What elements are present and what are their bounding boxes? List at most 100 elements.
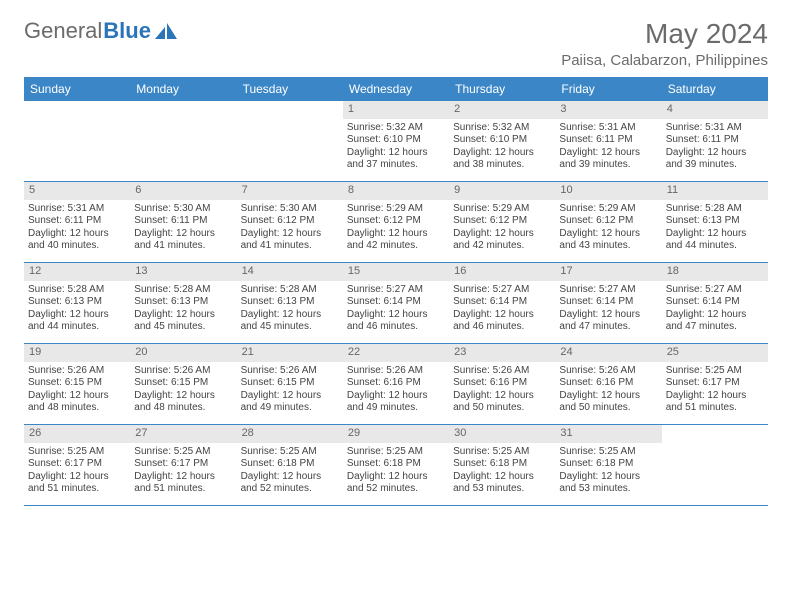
- sunset-text: Sunset: 6:13 PM: [134, 296, 232, 309]
- sunset-text: Sunset: 6:11 PM: [559, 134, 657, 147]
- sunrise-text: Sunrise: 5:25 AM: [453, 446, 551, 459]
- daylight-text: and 51 minutes.: [134, 483, 232, 496]
- day-cell: 14Sunrise: 5:28 AMSunset: 6:13 PMDayligh…: [237, 263, 343, 343]
- day-number: 25: [662, 344, 768, 362]
- sunset-text: Sunset: 6:18 PM: [347, 458, 445, 471]
- sunset-text: Sunset: 6:11 PM: [28, 215, 126, 228]
- daylight-text: Daylight: 12 hours: [453, 228, 551, 241]
- sunset-text: Sunset: 6:12 PM: [347, 215, 445, 228]
- sunset-text: Sunset: 6:13 PM: [666, 215, 764, 228]
- daylight-text: Daylight: 12 hours: [28, 471, 126, 484]
- day-number: 19: [24, 344, 130, 362]
- sunrise-text: Sunrise: 5:26 AM: [453, 365, 551, 378]
- daylight-text: and 51 minutes.: [28, 483, 126, 496]
- day-number: 2: [449, 101, 555, 119]
- daylight-text: Daylight: 12 hours: [241, 309, 339, 322]
- day-cell: 29Sunrise: 5:25 AMSunset: 6:18 PMDayligh…: [343, 425, 449, 505]
- day-cell: 12Sunrise: 5:28 AMSunset: 6:13 PMDayligh…: [24, 263, 130, 343]
- daylight-text: and 41 minutes.: [134, 240, 232, 253]
- day-cell: 18Sunrise: 5:27 AMSunset: 6:14 PMDayligh…: [662, 263, 768, 343]
- daylight-text: Daylight: 12 hours: [134, 309, 232, 322]
- day-number: 29: [343, 425, 449, 443]
- daylight-text: and 47 minutes.: [559, 321, 657, 334]
- daylight-text: and 52 minutes.: [241, 483, 339, 496]
- day-number: 13: [130, 263, 236, 281]
- daylight-text: and 48 minutes.: [134, 402, 232, 415]
- daylight-text: Daylight: 12 hours: [28, 309, 126, 322]
- day-cell: 15Sunrise: 5:27 AMSunset: 6:14 PMDayligh…: [343, 263, 449, 343]
- sunset-text: Sunset: 6:11 PM: [666, 134, 764, 147]
- day-number: 27: [130, 425, 236, 443]
- daylight-text: Daylight: 12 hours: [134, 471, 232, 484]
- daylight-text: Daylight: 12 hours: [666, 390, 764, 403]
- daylight-text: and 45 minutes.: [134, 321, 232, 334]
- week-row: 1Sunrise: 5:32 AMSunset: 6:10 PMDaylight…: [24, 101, 768, 182]
- daylight-text: Daylight: 12 hours: [559, 228, 657, 241]
- day-number: 6: [130, 182, 236, 200]
- day-header: Friday: [555, 77, 661, 101]
- sunrise-text: Sunrise: 5:31 AM: [28, 203, 126, 216]
- sunset-text: Sunset: 6:18 PM: [241, 458, 339, 471]
- day-number: 9: [449, 182, 555, 200]
- week-row: 19Sunrise: 5:26 AMSunset: 6:15 PMDayligh…: [24, 344, 768, 425]
- day-cell: 31Sunrise: 5:25 AMSunset: 6:18 PMDayligh…: [555, 425, 661, 505]
- sunset-text: Sunset: 6:18 PM: [453, 458, 551, 471]
- daylight-text: and 37 minutes.: [347, 159, 445, 172]
- daylight-text: Daylight: 12 hours: [666, 309, 764, 322]
- sunset-text: Sunset: 6:12 PM: [241, 215, 339, 228]
- sunset-text: Sunset: 6:10 PM: [347, 134, 445, 147]
- day-number: 1: [343, 101, 449, 119]
- day-header: Wednesday: [343, 77, 449, 101]
- daylight-text: and 52 minutes.: [347, 483, 445, 496]
- daylight-text: and 50 minutes.: [559, 402, 657, 415]
- sunrise-text: Sunrise: 5:26 AM: [241, 365, 339, 378]
- day-number: 23: [449, 344, 555, 362]
- sunrise-text: Sunrise: 5:27 AM: [453, 284, 551, 297]
- daylight-text: Daylight: 12 hours: [347, 471, 445, 484]
- daylight-text: and 39 minutes.: [559, 159, 657, 172]
- sunrise-text: Sunrise: 5:28 AM: [28, 284, 126, 297]
- sunrise-text: Sunrise: 5:25 AM: [241, 446, 339, 459]
- day-number: 31: [555, 425, 661, 443]
- day-number: 3: [555, 101, 661, 119]
- daylight-text: and 46 minutes.: [347, 321, 445, 334]
- sunrise-text: Sunrise: 5:31 AM: [559, 122, 657, 135]
- sunset-text: Sunset: 6:15 PM: [241, 377, 339, 390]
- day-cell: 17Sunrise: 5:27 AMSunset: 6:14 PMDayligh…: [555, 263, 661, 343]
- sunrise-text: Sunrise: 5:32 AM: [347, 122, 445, 135]
- daylight-text: Daylight: 12 hours: [666, 228, 764, 241]
- day-cell: 8Sunrise: 5:29 AMSunset: 6:12 PMDaylight…: [343, 182, 449, 262]
- day-cell: 2Sunrise: 5:32 AMSunset: 6:10 PMDaylight…: [449, 101, 555, 181]
- sunset-text: Sunset: 6:14 PM: [453, 296, 551, 309]
- daylight-text: and 46 minutes.: [453, 321, 551, 334]
- sunrise-text: Sunrise: 5:31 AM: [666, 122, 764, 135]
- day-cell: 7Sunrise: 5:30 AMSunset: 6:12 PMDaylight…: [237, 182, 343, 262]
- sunrise-text: Sunrise: 5:27 AM: [559, 284, 657, 297]
- daylight-text: and 43 minutes.: [559, 240, 657, 253]
- sunset-text: Sunset: 6:15 PM: [28, 377, 126, 390]
- sunrise-text: Sunrise: 5:28 AM: [241, 284, 339, 297]
- day-number: 18: [662, 263, 768, 281]
- daylight-text: and 44 minutes.: [666, 240, 764, 253]
- daylight-text: and 39 minutes.: [666, 159, 764, 172]
- day-header: Tuesday: [237, 77, 343, 101]
- sunset-text: Sunset: 6:14 PM: [666, 296, 764, 309]
- day-cell: 22Sunrise: 5:26 AMSunset: 6:16 PMDayligh…: [343, 344, 449, 424]
- daylight-text: Daylight: 12 hours: [241, 471, 339, 484]
- daylight-text: and 53 minutes.: [559, 483, 657, 496]
- daylight-text: Daylight: 12 hours: [453, 471, 551, 484]
- day-cell: 1 Sunrise: 5:32 AMSunset: 6:10 PMDaylight…: [343, 101, 449, 181]
- day-header: Monday: [130, 77, 236, 101]
- daylight-text: Daylight: 12 hours: [347, 147, 445, 160]
- sunset-text: Sunset: 6:12 PM: [559, 215, 657, 228]
- week-row: 5Sunrise: 5:31 AMSunset: 6:11 PMDaylight…: [24, 182, 768, 263]
- daylight-text: Daylight: 12 hours: [347, 390, 445, 403]
- empty-cell: [237, 101, 343, 181]
- day-number: 11: [662, 182, 768, 200]
- sunrise-text: Sunrise: 5:32 AM: [453, 122, 551, 135]
- sunset-text: Sunset: 6:14 PM: [347, 296, 445, 309]
- day-number: 12: [24, 263, 130, 281]
- daylight-text: Daylight: 12 hours: [347, 228, 445, 241]
- daylight-text: Daylight: 12 hours: [559, 471, 657, 484]
- logo-sail-icon: [155, 23, 177, 39]
